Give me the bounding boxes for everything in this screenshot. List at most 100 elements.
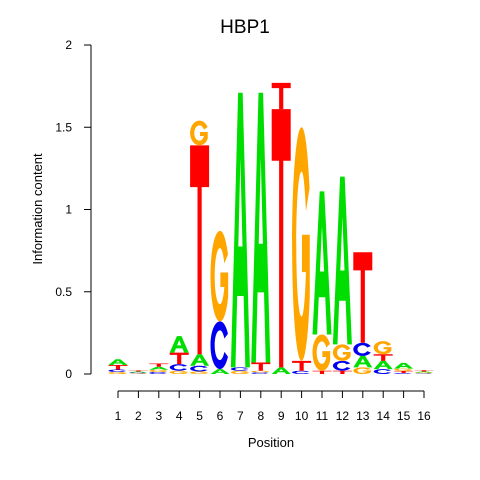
letter-glyph bbox=[149, 363, 169, 367]
letter-glyph bbox=[394, 373, 412, 374]
logo-letter-G bbox=[312, 334, 331, 371]
logo-letter-T bbox=[394, 371, 414, 374]
letter-glyph bbox=[394, 368, 412, 372]
letter-glyph bbox=[394, 362, 414, 369]
x-tick-label: 5 bbox=[196, 409, 203, 423]
logo-column bbox=[230, 92, 250, 374]
logo-column bbox=[108, 359, 128, 374]
logo-letter-G bbox=[128, 373, 147, 374]
x-tick-label: 15 bbox=[397, 409, 411, 423]
logo-stacks bbox=[108, 82, 434, 374]
letter-glyph bbox=[251, 370, 269, 373]
letter-glyph bbox=[332, 370, 352, 374]
letter-glyph bbox=[169, 336, 189, 353]
letter-glyph bbox=[190, 145, 210, 355]
x-tick-label: 16 bbox=[417, 409, 431, 423]
letter-glyph bbox=[210, 230, 229, 322]
logo-letter-T bbox=[169, 352, 189, 365]
logo-letter-G bbox=[292, 127, 310, 361]
logo-letter-C bbox=[190, 365, 208, 372]
logo-letter-A bbox=[332, 176, 352, 345]
letter-glyph bbox=[353, 355, 373, 368]
x-tick-label: 4 bbox=[176, 409, 183, 423]
letter-glyph bbox=[373, 341, 392, 355]
logo-letter-G bbox=[190, 371, 208, 374]
letter-glyph bbox=[414, 370, 434, 372]
logo-letter-A bbox=[414, 371, 434, 373]
logo-letter-A bbox=[108, 359, 128, 365]
letter-glyph bbox=[414, 372, 433, 374]
logo-letter-A bbox=[149, 366, 169, 370]
logo-letter-T bbox=[128, 370, 148, 372]
logo-letter-T bbox=[353, 252, 373, 343]
letter-glyph bbox=[128, 373, 147, 374]
letter-glyph bbox=[251, 362, 271, 371]
logo-letter-C bbox=[414, 373, 432, 374]
logo-letter-C bbox=[251, 372, 269, 374]
logo-letter-G bbox=[394, 368, 412, 372]
letter-glyph bbox=[251, 92, 271, 363]
x-axis: 1 2 3 4 5 6 7 8 9 10 11 12 13 14 15 16 bbox=[115, 390, 431, 423]
y-axis-label: Information content bbox=[30, 153, 45, 265]
logo-letter-C bbox=[292, 370, 310, 374]
logo-letter-G bbox=[230, 370, 249, 374]
letter-glyph bbox=[149, 372, 167, 374]
letter-glyph bbox=[353, 252, 373, 343]
letter-glyph bbox=[190, 354, 210, 366]
logo-column bbox=[394, 362, 414, 374]
y-tick-label: 2 bbox=[65, 38, 72, 52]
letter-glyph bbox=[251, 372, 269, 374]
letter-glyph bbox=[108, 369, 126, 373]
logo-letter-T bbox=[251, 362, 271, 371]
y-tick-label: 1.5 bbox=[55, 120, 72, 134]
chart-title: HBP1 bbox=[220, 17, 270, 38]
letter-glyph bbox=[353, 342, 371, 356]
y-tick-label: 0.5 bbox=[55, 285, 72, 299]
logo-letter-A bbox=[373, 360, 393, 370]
letter-glyph bbox=[169, 352, 189, 365]
logo-letter-T bbox=[190, 145, 210, 355]
letter-glyph bbox=[210, 321, 228, 370]
x-tick-label: 12 bbox=[336, 409, 350, 423]
y-tick-label: 1 bbox=[65, 203, 72, 217]
letter-glyph bbox=[414, 371, 434, 373]
logo-column bbox=[271, 82, 291, 374]
letter-glyph bbox=[108, 359, 128, 365]
logo-letter-C bbox=[332, 360, 351, 371]
logo-letter-C bbox=[210, 321, 228, 370]
letter-glyph bbox=[332, 344, 351, 361]
x-tick-label: 9 bbox=[278, 409, 285, 423]
logo-letter-G bbox=[149, 369, 167, 373]
logo-letter-A bbox=[128, 371, 148, 373]
x-tick-label: 7 bbox=[237, 409, 244, 423]
logo-letter-G bbox=[251, 370, 269, 373]
letter-glyph bbox=[169, 364, 188, 371]
letter-glyph bbox=[128, 371, 148, 373]
letter-glyph bbox=[271, 109, 291, 368]
letter-glyph bbox=[271, 367, 291, 374]
letter-glyph bbox=[271, 82, 291, 110]
logo-letter-G bbox=[414, 372, 433, 374]
logo-column bbox=[251, 92, 271, 374]
letter-glyph bbox=[373, 354, 393, 361]
letter-glyph bbox=[230, 92, 250, 368]
logo-letter-A bbox=[394, 362, 414, 369]
logo-letter-G bbox=[190, 120, 208, 146]
logo-letter-T bbox=[292, 360, 312, 371]
letter-glyph bbox=[230, 367, 249, 371]
logo-letter-A bbox=[251, 92, 271, 363]
logo-letter-T bbox=[149, 363, 169, 367]
logo-letter-C bbox=[230, 367, 249, 371]
letter-glyph bbox=[292, 127, 310, 361]
logo-letter-G bbox=[332, 344, 351, 361]
logo-column bbox=[128, 370, 148, 374]
letter-glyph bbox=[394, 371, 414, 374]
letter-glyph bbox=[128, 370, 148, 372]
logo-column bbox=[292, 127, 312, 374]
letter-glyph bbox=[332, 176, 352, 345]
letter-glyph bbox=[149, 369, 167, 373]
logo-column bbox=[353, 252, 373, 374]
letter-glyph bbox=[353, 367, 371, 374]
logo-letter-G bbox=[373, 341, 392, 355]
